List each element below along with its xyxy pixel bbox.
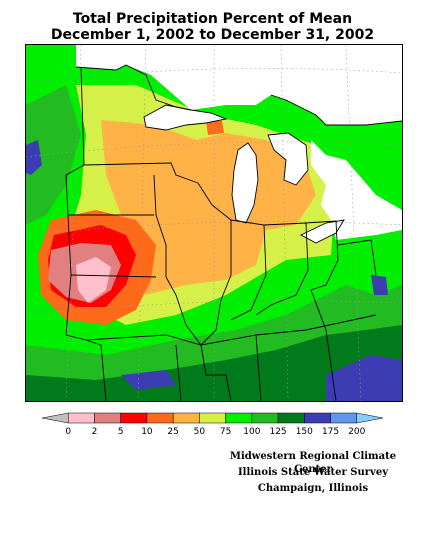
credit-line-2: Illinois State Water Survey: [237, 467, 389, 478]
legend-color-box: [304, 412, 331, 424]
map-date-range: December 1, 2002 to December 31, 2002: [50, 27, 375, 43]
legend-tick-label: 75: [220, 427, 231, 437]
legend-tick-label: 175: [322, 427, 339, 437]
legend-color-box: [251, 412, 279, 424]
color-legend: 0 2 5 10 25 50 75 100 125 150 175 200: [0, 410, 425, 440]
lat-lon-grid: [26, 45, 402, 401]
legend-tick-label: 150: [296, 427, 313, 437]
credit-line-3: Champaign, Illinois: [257, 483, 369, 494]
legend-tick-label: 125: [269, 427, 286, 437]
legend-tick-label: 100: [243, 427, 260, 437]
legend-tick-label: 200: [348, 427, 365, 437]
legend-arrow-low: [41, 412, 69, 424]
legend-color-box: [330, 412, 358, 424]
legend-color-box: [94, 412, 121, 424]
legend-arrow-high: [356, 412, 384, 424]
state-boundaries: [65, 64, 402, 401]
legend-color-box: [120, 412, 148, 424]
credit-line-1: Midwestern Regional Climate Center: [229, 451, 397, 475]
legend-color-box: [199, 412, 226, 424]
legend-color-box: [67, 412, 95, 424]
legend-color-box: [146, 412, 174, 424]
legend-tick-label: 10: [141, 427, 153, 437]
legend-color-box: [172, 412, 200, 424]
legend-color-box: [225, 412, 253, 424]
legend-color-box: [277, 412, 305, 424]
legend-tick-label: 0: [65, 427, 71, 437]
precipitation-map: [25, 44, 403, 402]
legend-tick-label: 25: [167, 427, 178, 437]
map-title: Total Precipitation Percent of Mean: [72, 11, 353, 27]
legend-tick-label: 5: [118, 427, 124, 437]
legend-tick-label: 50: [194, 427, 206, 437]
legend-tick-label: 2: [92, 427, 98, 437]
